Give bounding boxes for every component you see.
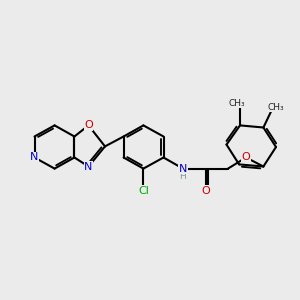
- Text: CH₃: CH₃: [268, 103, 284, 112]
- Text: CH₃: CH₃: [229, 99, 245, 108]
- Text: Cl: Cl: [138, 185, 149, 196]
- Text: H: H: [180, 172, 186, 181]
- Text: O: O: [84, 120, 93, 130]
- Text: N: N: [30, 152, 39, 163]
- Text: O: O: [242, 152, 250, 163]
- Text: O: O: [201, 185, 210, 196]
- Text: N: N: [179, 164, 187, 174]
- Text: N: N: [84, 161, 93, 172]
